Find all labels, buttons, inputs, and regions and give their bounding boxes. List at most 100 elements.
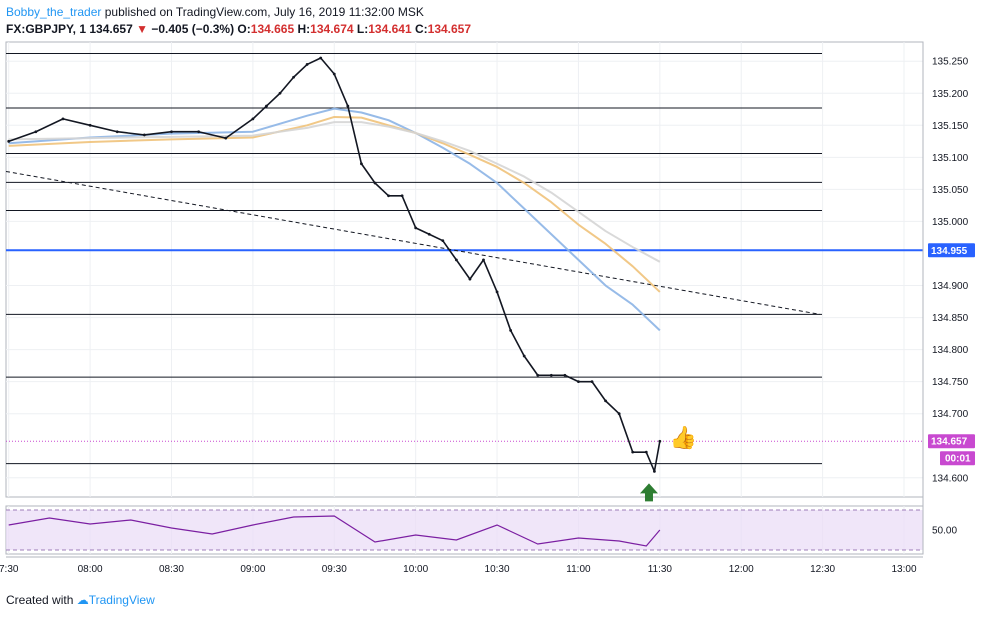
price-point <box>631 450 635 454</box>
price-point <box>536 373 540 377</box>
open-label: O: <box>237 22 251 36</box>
price-point <box>373 181 377 185</box>
y-tick-label: 135.100 <box>932 153 969 164</box>
price-point <box>400 194 404 198</box>
price-point <box>522 354 526 358</box>
price-point <box>292 75 295 79</box>
price-point <box>224 136 228 140</box>
price-point <box>197 130 201 134</box>
price-point <box>658 439 662 443</box>
price-point <box>305 63 309 66</box>
symbol-info: FX:GBPJPY, 1 134.657 ▼ −0.405 (−0.3%) O:… <box>6 22 471 36</box>
price-point <box>414 226 418 230</box>
price-change: −0.405 (−0.3%) <box>151 22 235 36</box>
x-tick-label: 11:30 <box>648 564 673 575</box>
low-value: 134.641 <box>368 22 412 36</box>
rsi-line <box>8 515 661 547</box>
countdown-tag: 00:01 <box>945 454 971 465</box>
moving-averages <box>8 107 661 332</box>
price-point <box>170 130 173 134</box>
price-point <box>278 91 282 95</box>
footer: Created with ☁TradingView <box>6 593 155 607</box>
y-tick-label: 135.150 <box>932 121 969 132</box>
price-point <box>441 239 445 243</box>
price-point <box>653 469 656 473</box>
y-tick-label: 135.050 <box>932 185 969 196</box>
price-point <box>34 130 38 134</box>
price-point <box>509 328 513 332</box>
price-point <box>454 258 458 262</box>
last-price-tag-bg <box>928 434 975 449</box>
x-tick-label: 10:30 <box>485 564 510 575</box>
price-point <box>427 232 431 236</box>
countdown-tag-bg <box>940 451 975 466</box>
price-point <box>346 104 350 108</box>
high-value: 134.674 <box>310 22 354 36</box>
rsi-50-label: 50.00 <box>932 526 957 537</box>
price-point <box>590 380 594 384</box>
open-value: 134.665 <box>250 22 295 36</box>
ma_fast-line <box>8 107 661 332</box>
price-point <box>332 72 336 76</box>
close-label: C: <box>414 22 428 36</box>
up-arrow-icon <box>639 483 658 502</box>
high-label: H: <box>297 22 311 36</box>
x-tick-label: 12:30 <box>810 564 835 575</box>
last-price: 134.657 <box>89 22 133 36</box>
x-tick-label: 09:30 <box>322 564 347 575</box>
highlight-price-tag-bg <box>928 243 975 258</box>
down-triangle-icon: ▼ <box>136 22 148 36</box>
y-tick-label: 134.900 <box>932 281 969 292</box>
symbol-name: FX:GBPJPY, 1 <box>6 22 87 36</box>
price-point <box>644 450 648 454</box>
low-label: L: <box>356 22 369 36</box>
price-point <box>482 258 485 262</box>
highlight-price-tag: 134.955 <box>931 246 968 257</box>
y-tick-label: 135.250 <box>932 57 969 68</box>
close-value: 134.657 <box>427 22 472 36</box>
price-point <box>7 139 11 143</box>
price-point <box>549 373 553 377</box>
y-tick-label: 134.800 <box>932 345 969 356</box>
x-tick-label: 7:30 <box>0 564 19 575</box>
annotations: 👍 <box>639 425 697 502</box>
y-tick-label: 134.850 <box>932 313 969 324</box>
price-point <box>360 162 363 166</box>
price-point <box>142 133 146 137</box>
y-tick-label: 135.000 <box>932 217 969 228</box>
horizontal-levels <box>5 53 923 465</box>
chart-axes: 7:30 08:00 08:30 09:00 09:30 10:00 10:30 11:00 1… <box>0 42 975 575</box>
price-point <box>577 380 580 384</box>
rsi-band <box>6 510 923 550</box>
x-tick-label: 09:00 <box>240 564 265 575</box>
y-tick-label: 135.200 <box>932 89 969 100</box>
price-point <box>61 117 65 121</box>
last-price-tag: 134.657 <box>931 437 968 448</box>
chart-grid <box>5 41 924 555</box>
y-tick-label: 134.750 <box>932 377 969 388</box>
tradingview-logo-icon: ☁ <box>76 593 89 607</box>
publish-text: published on TradingView.com, July 16, 2… <box>104 5 424 19</box>
price-point <box>319 56 323 60</box>
x-tick-label: 11:00 <box>566 564 591 575</box>
price-point <box>617 412 621 416</box>
price-point <box>265 104 268 108</box>
x-tick-label: 12:00 <box>729 564 754 575</box>
thumbs-up-icon: 👍 <box>670 425 697 450</box>
price-point <box>387 194 390 198</box>
price-point <box>495 290 499 294</box>
plot-frame <box>5 41 924 498</box>
price-series <box>7 56 662 473</box>
publish-info: Bobby_the_trader published on TradingVie… <box>6 5 424 19</box>
x-tick-label: 13:00 <box>891 564 916 575</box>
x-tick-label: 08:00 <box>78 564 103 575</box>
ma_slow-line <box>8 121 661 263</box>
author-link[interactable]: Bobby_the_trader <box>6 5 102 19</box>
price-point <box>115 130 119 134</box>
created-with-text: Created with <box>6 593 74 607</box>
price-point <box>604 399 607 403</box>
y-tick-label: 134.700 <box>932 409 969 420</box>
tradingview-link[interactable]: TradingView <box>88 593 155 607</box>
x-tick-label: 10:00 <box>403 564 428 575</box>
